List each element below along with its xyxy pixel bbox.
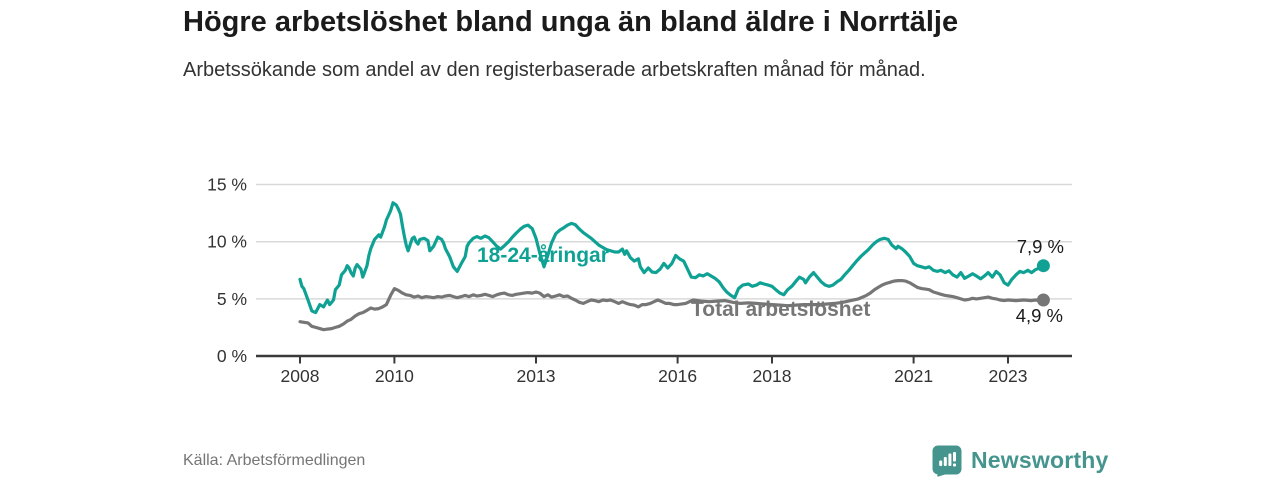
- chart-header: Högre arbetslöshet bland unga än bland ä…: [183, 0, 1023, 84]
- y-tick-label: 5 %: [217, 289, 247, 309]
- logo-bars: [939, 452, 956, 467]
- x-tick-label: 2016: [658, 366, 697, 386]
- series-end-dot-youth: [1036, 259, 1050, 273]
- end-value-label-total: 4,9 %: [1016, 305, 1063, 326]
- series-label-youth: 18-24-åringar: [477, 244, 609, 267]
- x-tick-label: 2023: [989, 366, 1028, 386]
- y-tick-label: 0 %: [217, 346, 247, 366]
- x-tick-label: 2008: [281, 366, 320, 386]
- y-tick-label: 15 %: [207, 175, 247, 195]
- brand-wordmark: Newsworthy: [971, 447, 1109, 473]
- x-axis: 2008 2010 2013 2016 2018 2021 2023: [256, 354, 1072, 386]
- series-label-total: Total arbetslöshet: [691, 298, 870, 321]
- gridlines: [256, 183, 1072, 300]
- y-axis-labels: 0 % 5 % 10 % 15 %: [207, 175, 247, 366]
- series-end-dot-total: [1036, 293, 1050, 307]
- x-tick-label: 2018: [753, 366, 792, 386]
- logo-bubble: [932, 445, 962, 477]
- brand-logo[interactable]: Newsworthy: [931, 444, 1108, 477]
- x-tick-label: 2013: [517, 366, 556, 386]
- newsworthy-bubble-barchart-icon: [932, 445, 962, 477]
- x-tick-label: 2010: [375, 366, 414, 386]
- end-value-label-youth: 7,9 %: [1017, 236, 1064, 257]
- y-tick-label: 10 %: [207, 232, 247, 252]
- series-line-youth: [298, 201, 1046, 315]
- series-line-total: [298, 279, 1046, 332]
- page-subtitle: Arbetssökande som andel av den registerb…: [183, 58, 926, 81]
- page-title: Högre arbetslöshet bland unga än bland ä…: [183, 6, 959, 38]
- x-tick-label: 2021: [894, 366, 933, 386]
